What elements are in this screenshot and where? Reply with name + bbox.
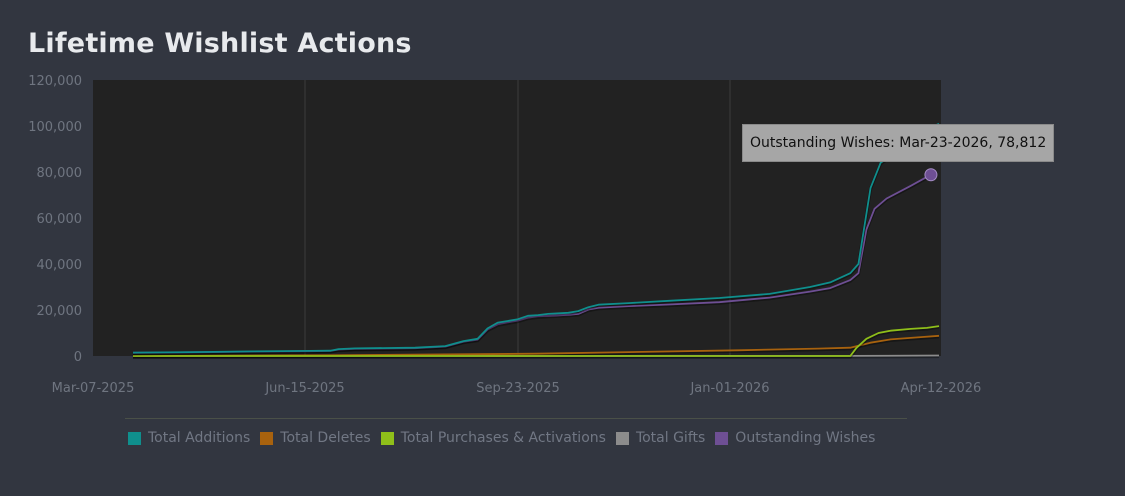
legend-item-outstanding-wishes[interactable]: Outstanding Wishes [715, 430, 875, 446]
x-tick-label: Sep-23-2025 [476, 381, 560, 396]
legend-label: Total Gifts [635, 430, 706, 446]
legend-item-total-gifts[interactable]: Total Gifts [615, 430, 706, 446]
y-tick-label: 20,000 [37, 304, 83, 319]
x-axis-labels: Mar-07-2025 Jun-15-2025 Sep-23-2025 Jan-01-… [52, 381, 982, 396]
legend: Total Additions Total Deletes Total Purc… [128, 430, 885, 446]
y-tick-label: 0 [74, 350, 82, 365]
x-tick-label: Jun-15-2025 [264, 381, 344, 396]
y-tick-label: 120,000 [28, 74, 82, 89]
legend-label: Outstanding Wishes [735, 430, 876, 446]
grid-lines [304, 80, 731, 356]
legend-swatch [615, 431, 629, 445]
tooltip: Outstanding Wishes: Mar-23-2026, 78,812 [742, 124, 1054, 162]
plot-background [93, 80, 941, 356]
chart-title: Lifetime Wishlist Actions [28, 28, 412, 59]
y-tick-label: 80,000 [37, 166, 83, 181]
x-tick-label: Mar-07-2025 [52, 381, 135, 396]
legend-label: Total Deletes [280, 430, 371, 446]
y-tick-label: 60,000 [37, 212, 83, 227]
legend-swatch [715, 431, 729, 445]
legend-item-total-additions[interactable]: Total Additions [128, 430, 250, 446]
x-tick-label: Jan-01-2026 [689, 381, 769, 396]
legend-swatch [380, 431, 394, 445]
y-tick-label: 40,000 [37, 258, 83, 273]
series-line-total-additions [132, 122, 940, 354]
legend-item-total-deletes[interactable]: Total Deletes [260, 430, 371, 446]
series-line-total-deletes [132, 334, 940, 357]
legend-label: Total Additions [148, 430, 251, 446]
legend-item-total-purchases-activations[interactable]: Total Purchases & Activations [380, 430, 606, 446]
highlight-marker [924, 168, 938, 182]
legend-swatch [128, 431, 141, 445]
legend-divider [125, 418, 907, 419]
series-lines [132, 122, 940, 359]
y-axis-labels: 0 20,000 40,000 60,000 80,000 100,000 120,000 [28, 74, 82, 365]
highlight-marker-group [924, 168, 938, 182]
x-tick-label: Apr-12-2026 [901, 381, 982, 396]
legend-label: Total Purchases & Activations [400, 430, 606, 446]
series-line-total-purchases-activations [133, 325, 940, 357]
legend-swatch [260, 431, 274, 445]
y-tick-label: 100,000 [28, 120, 82, 135]
